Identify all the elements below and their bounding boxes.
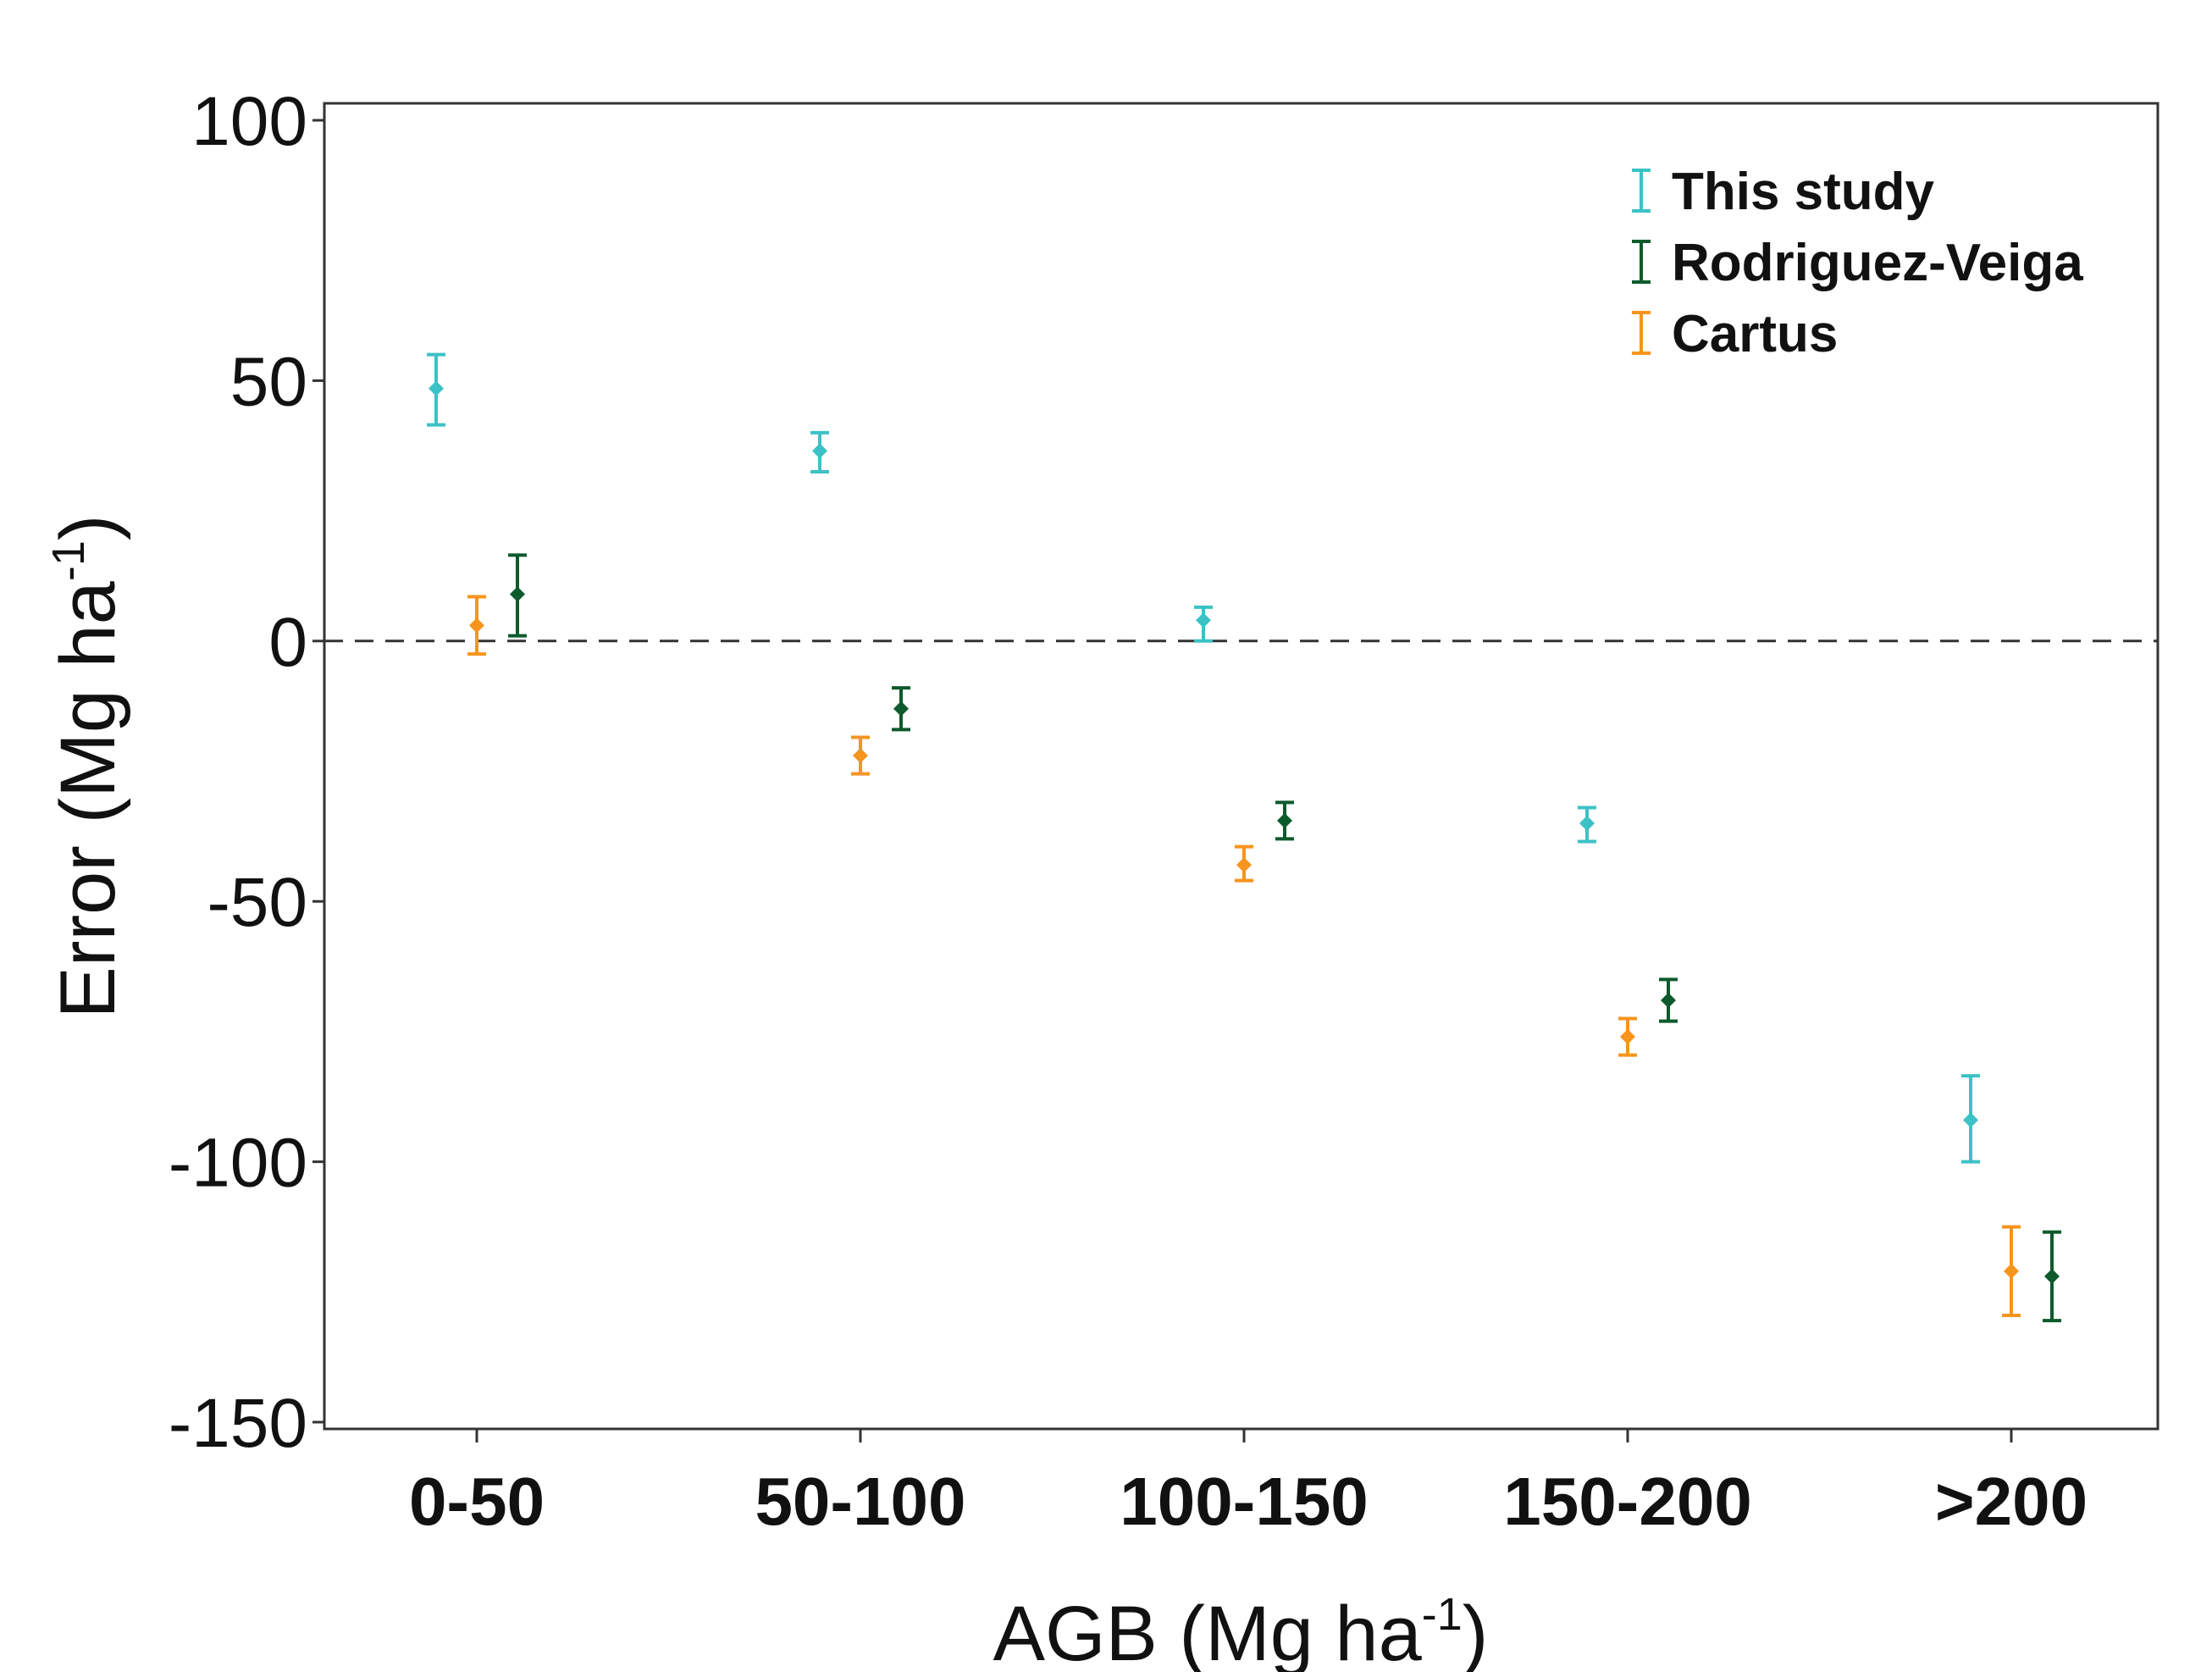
x-tick-label: 100-150: [1120, 1464, 1369, 1539]
legend-item: This study: [1632, 163, 1935, 221]
y-tick-label: -100: [169, 1125, 307, 1202]
x-tick-label: >200: [1935, 1464, 2088, 1539]
y-tick-label: 100: [191, 83, 307, 160]
x-axis-title-main: AGB (Mg ha: [993, 1591, 1423, 1672]
series-this-study: [427, 352, 1980, 1164]
y-axis-title-close: ): [45, 515, 131, 541]
data-point: [2044, 1268, 2060, 1284]
series-cartus: [467, 595, 2021, 1317]
y-axis-title-main: Error (Mg ha: [45, 580, 131, 1018]
data-point: [2004, 1263, 2019, 1279]
plot-frame: [323, 102, 2159, 1431]
data-point: [853, 748, 868, 764]
data-marks: [427, 352, 2061, 1323]
data-point: [1277, 812, 1292, 828]
y-axis: 100 50 0 -50 -100 -150: [169, 83, 324, 1462]
data-point: [1579, 815, 1595, 831]
x-axis-title-superscript: -1: [1422, 1589, 1463, 1640]
legend-label: Cartus: [1672, 305, 1838, 363]
data-point: [429, 380, 444, 396]
data-point: [1661, 993, 1676, 1009]
x-tick-label: 150-200: [1503, 1464, 1752, 1539]
legend: This study Rodriguez-Veiga Cartus: [1632, 163, 2083, 363]
data-point: [469, 617, 484, 634]
y-tick-label: 0: [268, 604, 307, 681]
data-point: [893, 700, 909, 717]
legend-label: Rodriguez-Veiga: [1672, 234, 2083, 292]
legend-item: Cartus: [1632, 305, 1838, 363]
data-point: [1963, 1112, 1978, 1128]
data-point: [812, 443, 827, 459]
x-tick-label: 50-100: [755, 1464, 965, 1539]
data-point: [1620, 1029, 1635, 1045]
y-tick-label: 50: [230, 343, 307, 420]
x-axis: 0-50 50-100 100-150 150-200 >200: [409, 1429, 2088, 1539]
legend-item: Rodriguez-Veiga: [1632, 234, 2083, 292]
y-axis-title: Error (Mg ha-1): [43, 515, 131, 1019]
x-axis-title-close: ): [1463, 1591, 1489, 1672]
y-tick-label: -150: [169, 1385, 307, 1462]
data-point: [1196, 612, 1211, 628]
data-point: [1236, 857, 1252, 873]
y-tick-label: -50: [207, 864, 307, 941]
x-axis-title: AGB (Mg ha-1): [993, 1589, 1489, 1672]
data-point: [510, 586, 525, 602]
series-rodriguez-veiga: [508, 553, 2061, 1323]
y-axis-title-superscript: -1: [43, 540, 94, 581]
legend-label: This study: [1672, 163, 1935, 221]
x-tick-label: 0-50: [409, 1464, 545, 1539]
